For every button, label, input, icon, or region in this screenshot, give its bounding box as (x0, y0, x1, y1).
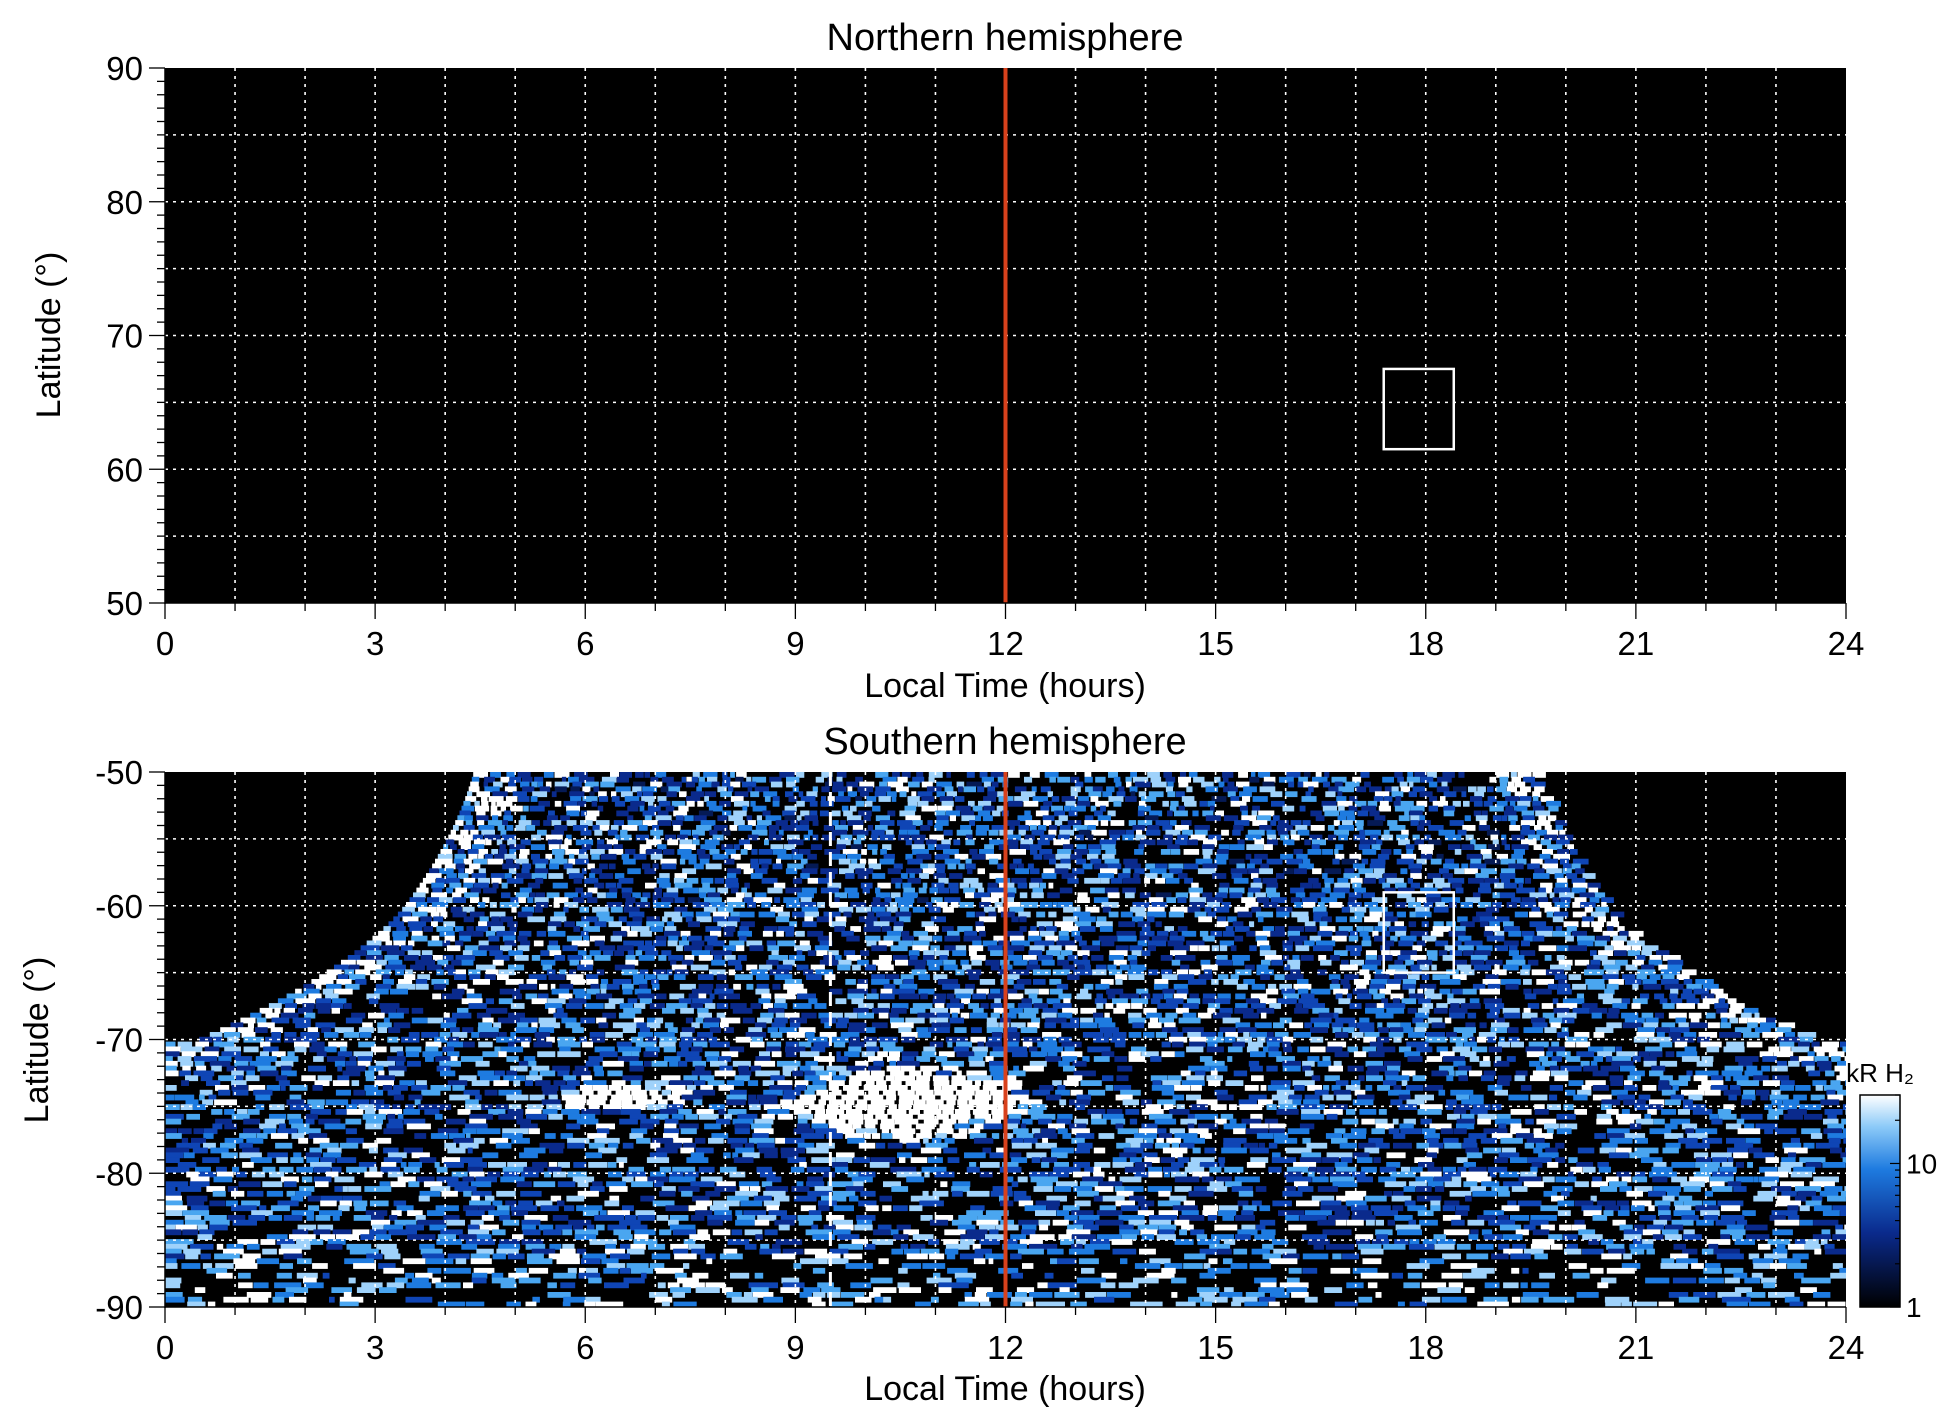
x-tick-label: 21 (1618, 1329, 1655, 1366)
x-tick-label: 21 (1618, 625, 1655, 662)
y-tick-label: 60 (106, 451, 143, 488)
south-aurora-data (165, 772, 1846, 1307)
north-xlabel: Local Time (hours) (864, 667, 1146, 705)
y-tick-label: 90 (106, 50, 143, 87)
x-tick-label: 0 (156, 625, 174, 662)
y-tick-label: -60 (95, 888, 143, 925)
y-tick-label: -70 (95, 1022, 143, 1059)
north-region-box (1382, 367, 1456, 451)
y-tick-label: -50 (95, 754, 143, 791)
x-tick-label: 24 (1828, 1329, 1865, 1366)
x-tick-label: 3 (366, 625, 384, 662)
y-tick-label: -90 (95, 1289, 143, 1326)
north-title: Northern hemisphere (827, 17, 1184, 59)
colorbar-ticks: 1 10 (1890, 1094, 1937, 1323)
x-tick-label: 24 (1828, 625, 1865, 662)
x-tick-label: 6 (576, 1329, 594, 1366)
x-tick-label: 3 (366, 1329, 384, 1366)
colorbar-gradient (1859, 1094, 1901, 1308)
x-tick-label: 12 (987, 625, 1024, 662)
x-tick-label: 15 (1197, 1329, 1234, 1366)
southern-panel: Southern hemisphere 0 3 6 9 12 15 18 21 24 -90 -80… (18, 721, 1864, 1408)
x-tick-label: 18 (1407, 1329, 1444, 1366)
x-tick-label: 9 (786, 625, 804, 662)
x-tick-label: 9 (786, 1329, 804, 1366)
south-region-box (1382, 891, 1456, 974)
y-tick-label: 80 (106, 184, 143, 221)
x-tick-label: 6 (576, 625, 594, 662)
north-axes: 0 3 6 9 12 15 18 21 24 50 60 70 80 90 (106, 50, 1864, 662)
northern-panel: Northern hemisphere 0 3 6 9 12 15 18 21 24 50 60 70… (30, 17, 1864, 705)
x-tick-label: 18 (1407, 625, 1444, 662)
y-tick-label: 50 (106, 585, 143, 622)
colorbar-tick-label: 10 (1906, 1148, 1937, 1179)
south-xlabel: Local Time (hours) (864, 1370, 1146, 1408)
x-tick-label: 0 (156, 1329, 174, 1366)
south-title: Southern hemisphere (823, 721, 1186, 763)
south-axes: 0 3 6 9 12 15 18 21 24 -90 -80 -70 -60 -50 (95, 754, 1864, 1366)
colorbar-label: kR H₂ (1846, 1058, 1914, 1088)
x-tick-label: 12 (987, 1329, 1024, 1366)
y-tick-label: -80 (95, 1155, 143, 1192)
south-ylabel: Latitude (°) (18, 957, 56, 1124)
colorbar: kR H₂ 1 10 (1846, 1058, 1937, 1323)
x-tick-label: 15 (1197, 625, 1234, 662)
y-tick-label: 70 (106, 318, 143, 355)
colorbar-tick-label: 1 (1906, 1292, 1922, 1323)
north-ylabel: Latitude (°) (30, 252, 68, 419)
